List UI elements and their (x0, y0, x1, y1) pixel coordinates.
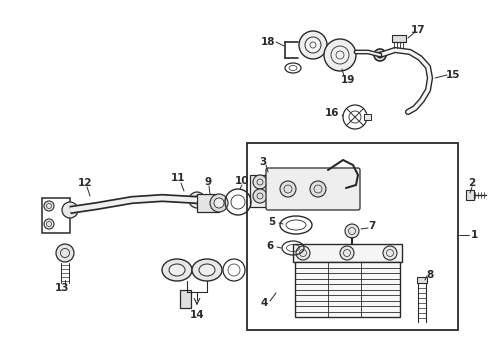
Ellipse shape (192, 259, 222, 281)
Circle shape (339, 246, 353, 260)
Bar (180, 290, 191, 308)
Bar (391, 35, 405, 42)
Text: 17: 17 (410, 25, 425, 35)
Text: 1: 1 (469, 230, 477, 240)
Ellipse shape (169, 264, 184, 276)
Bar (249, 175, 269, 207)
Bar (416, 277, 426, 283)
Text: 6: 6 (266, 241, 273, 251)
Text: 3: 3 (259, 157, 266, 167)
Text: 18: 18 (260, 37, 275, 47)
Text: 4: 4 (260, 298, 267, 308)
Circle shape (214, 198, 224, 208)
Circle shape (309, 181, 325, 197)
Text: 5: 5 (268, 217, 275, 227)
Bar (42, 198, 70, 233)
Bar (197, 194, 219, 212)
Ellipse shape (162, 259, 192, 281)
Circle shape (252, 189, 266, 203)
Text: 16: 16 (324, 108, 339, 118)
Circle shape (56, 244, 74, 262)
Text: 14: 14 (189, 310, 204, 320)
Circle shape (252, 175, 266, 189)
Circle shape (305, 37, 320, 53)
Circle shape (330, 46, 348, 64)
Circle shape (298, 31, 326, 59)
Circle shape (44, 219, 54, 229)
Circle shape (44, 201, 54, 211)
Circle shape (280, 181, 295, 197)
Bar (246, 143, 457, 330)
Text: 7: 7 (367, 221, 375, 231)
Circle shape (382, 246, 396, 260)
Circle shape (295, 246, 309, 260)
Circle shape (62, 202, 78, 218)
Text: 10: 10 (234, 176, 249, 186)
Text: 11: 11 (170, 173, 185, 183)
Bar (294, 262, 399, 317)
Text: 9: 9 (204, 177, 211, 187)
Circle shape (345, 224, 358, 238)
Text: 12: 12 (78, 178, 92, 188)
Circle shape (324, 39, 355, 71)
Circle shape (189, 192, 204, 208)
Bar (363, 114, 370, 120)
Text: 13: 13 (55, 283, 69, 293)
FancyBboxPatch shape (265, 168, 359, 210)
Text: 19: 19 (340, 75, 354, 85)
Bar (292, 244, 401, 262)
Text: 15: 15 (445, 70, 459, 80)
Bar (465, 190, 473, 200)
Ellipse shape (199, 264, 215, 276)
Text: 8: 8 (426, 270, 433, 280)
Circle shape (373, 49, 385, 61)
Text: 2: 2 (468, 178, 475, 188)
Circle shape (209, 194, 227, 212)
